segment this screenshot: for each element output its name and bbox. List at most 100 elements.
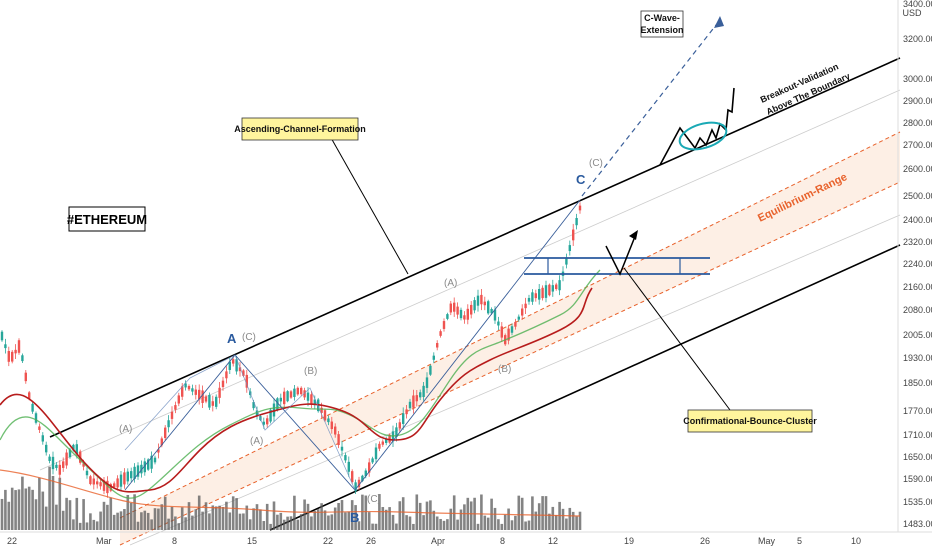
- candle-body: [313, 399, 316, 406]
- volume-bar: [140, 512, 143, 530]
- volume-bar: [163, 496, 167, 530]
- volume-bar: [432, 510, 436, 530]
- y-tick-label: 1590.00: [903, 474, 932, 484]
- candle-body: [245, 374, 248, 388]
- volume-bar: [44, 506, 48, 530]
- volume-bar: [306, 503, 310, 530]
- volume-bar: [286, 516, 289, 530]
- candle-body: [320, 407, 323, 413]
- volume-bar: [289, 516, 293, 530]
- candle-body: [368, 462, 371, 473]
- y-tick-label: 1710.00: [903, 430, 932, 440]
- y-tick-label: 2400.00: [903, 215, 932, 225]
- candle-body: [17, 340, 21, 353]
- y-tick-label: 3000.00: [903, 74, 932, 84]
- candle-body: [374, 447, 378, 460]
- volume-bar: [231, 496, 235, 530]
- volume-bar: [89, 513, 92, 530]
- volume-bar: [180, 507, 184, 530]
- volume-bar: [527, 520, 531, 530]
- candle-body: [58, 464, 61, 475]
- candle-body: [517, 316, 520, 320]
- volume-bar: [150, 519, 153, 530]
- volume-bar: [255, 504, 259, 530]
- volume-bar: [78, 522, 82, 530]
- candle-body: [531, 292, 534, 302]
- candle-body: [568, 245, 571, 252]
- candle-body: [82, 463, 85, 467]
- candle-body: [0, 331, 4, 341]
- volume-bar: [463, 504, 466, 530]
- volume-bar: [327, 515, 330, 530]
- candle-body: [388, 434, 391, 443]
- candle-body: [174, 405, 177, 410]
- volume-bar: [201, 511, 204, 530]
- candle-body: [99, 482, 102, 487]
- candle-body: [439, 331, 442, 336]
- volume-bar: [218, 505, 221, 530]
- volume-bar: [367, 512, 371, 530]
- candle-body: [34, 413, 38, 423]
- volume-bar: [578, 511, 582, 530]
- candle-body: [548, 284, 551, 296]
- candle-body: [497, 321, 500, 326]
- volume-bar: [422, 515, 425, 530]
- bounce-zigzag: [605, 233, 637, 276]
- candle-body: [41, 435, 44, 442]
- candle-body: [65, 452, 68, 466]
- volume-bar: [520, 497, 524, 530]
- wave-label-a: A: [227, 331, 237, 346]
- candle-body: [429, 365, 432, 375]
- volume-bar: [82, 499, 85, 530]
- volume-bar: [221, 506, 225, 530]
- candle-body: [534, 293, 537, 299]
- y-tick-label: 1930.00: [903, 353, 932, 363]
- volume-bar: [99, 511, 102, 530]
- volume-bar: [483, 515, 487, 530]
- candle-body: [490, 308, 493, 314]
- candle-body: [279, 397, 282, 402]
- extension-arrowhead: [714, 16, 724, 28]
- volume-bar: [571, 511, 575, 530]
- candle-body: [238, 367, 242, 372]
- volume-bar: [323, 510, 327, 530]
- x-tick-label: 19: [624, 536, 634, 546]
- candle-body: [123, 472, 126, 485]
- candle-body: [408, 401, 412, 409]
- volume-bar: [0, 498, 4, 530]
- candle-body: [126, 471, 129, 482]
- candle-body: [272, 403, 276, 417]
- x-tick-label: 8: [500, 536, 505, 546]
- channel-inner-line-lower: [129, 214, 901, 546]
- volume-bar: [282, 519, 286, 530]
- candle-body: [351, 471, 354, 483]
- volume-bar: [497, 519, 500, 530]
- volume-bar: [65, 497, 68, 530]
- ma-slow-line: [0, 269, 601, 499]
- volume-bar: [211, 505, 215, 530]
- candle-body: [395, 427, 398, 438]
- x-axis-ticks: 22 Mar 8 15 22 26 Apr 8 12 19 26 May 5 10: [7, 536, 861, 546]
- candle-body: [527, 297, 531, 302]
- volume-bar: [167, 518, 170, 530]
- y-tick-label: 1770.00: [903, 406, 932, 416]
- candle-body: [449, 303, 452, 313]
- volume-bar: [575, 516, 578, 530]
- candle-body: [476, 295, 480, 306]
- volume-bar: [143, 510, 147, 530]
- candle-body: [269, 409, 272, 422]
- volume-bar: [452, 495, 456, 530]
- volume-bar: [316, 509, 320, 530]
- volume-bar: [68, 500, 72, 530]
- volume-bar: [7, 501, 11, 530]
- channel-upper-boundary: [49, 57, 901, 438]
- candle-body: [113, 483, 116, 488]
- wave-sub-structure-line: [124, 354, 356, 491]
- candle-body: [164, 427, 167, 438]
- candle-body: [184, 383, 187, 388]
- volume-bar: [174, 516, 177, 530]
- y-tick-label: 1535.00: [903, 497, 932, 507]
- volume-bar: [235, 498, 238, 530]
- volume-bar: [75, 497, 79, 530]
- candle-body: [24, 372, 27, 382]
